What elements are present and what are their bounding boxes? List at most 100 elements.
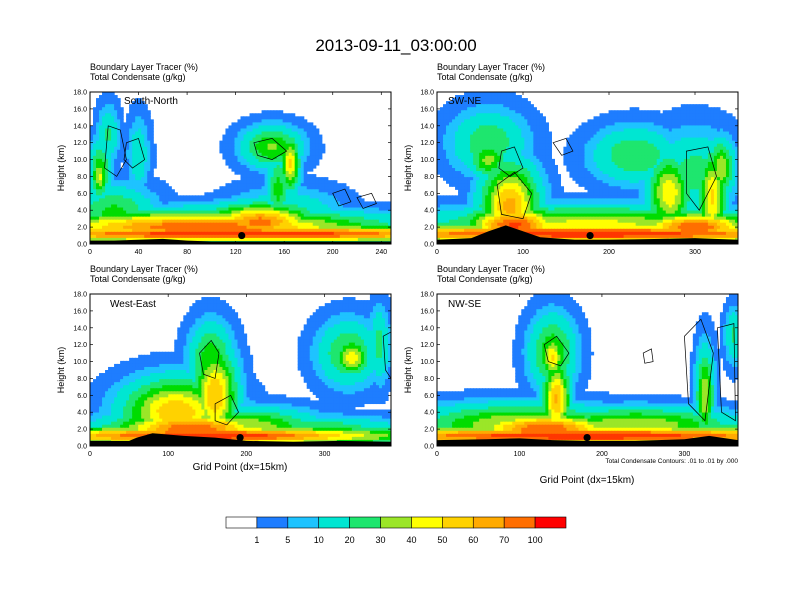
tracer-cell bbox=[680, 161, 685, 166]
tracer-cell bbox=[318, 180, 323, 184]
tracer-cell bbox=[237, 198, 242, 203]
tracer-cell bbox=[333, 192, 338, 196]
tracer-cell bbox=[177, 216, 181, 221]
tracer-cell bbox=[339, 222, 344, 227]
tracer-cell bbox=[306, 228, 311, 233]
tracer-cell bbox=[381, 210, 386, 215]
tracer-cell bbox=[590, 137, 595, 142]
tracer-cell bbox=[267, 198, 272, 203]
tracer-cell bbox=[677, 158, 682, 163]
tracer-cell bbox=[722, 125, 727, 130]
tracer-cell bbox=[354, 231, 359, 236]
tracer-cell bbox=[515, 113, 519, 117]
tracer-cell bbox=[180, 210, 184, 215]
tracer-cell bbox=[288, 210, 293, 215]
tracer-cell bbox=[117, 192, 121, 196]
tracer-cell bbox=[464, 140, 468, 145]
tracer-cell bbox=[455, 128, 459, 133]
tracer-cell bbox=[297, 149, 302, 154]
tracer-cell bbox=[180, 237, 184, 242]
tracer-cell bbox=[99, 168, 103, 172]
tracer-cell bbox=[288, 125, 293, 130]
tracer-cell bbox=[381, 228, 386, 233]
tracer-cell bbox=[647, 155, 652, 160]
tracer-cell bbox=[246, 143, 251, 148]
tracer-cell bbox=[641, 158, 646, 163]
tracer-cell bbox=[126, 195, 130, 199]
tracer-cell bbox=[294, 207, 299, 212]
tracer-cell bbox=[719, 140, 724, 145]
tracer-cell bbox=[267, 186, 272, 190]
tracer-cell bbox=[324, 192, 329, 196]
tracer-cell bbox=[731, 143, 736, 148]
tracer-cell bbox=[653, 128, 658, 133]
tracer-cell bbox=[285, 210, 290, 215]
tracer-cell bbox=[147, 186, 151, 190]
tracer-cell bbox=[446, 113, 450, 117]
tracer-cell bbox=[270, 140, 275, 145]
tracer-cell bbox=[318, 228, 323, 233]
tracer-cell bbox=[665, 110, 670, 114]
tracer-cell bbox=[641, 161, 646, 166]
tracer-cell bbox=[114, 128, 118, 133]
tracer-cell bbox=[470, 161, 474, 166]
tracer-cell bbox=[378, 234, 383, 239]
tracer-cell bbox=[464, 137, 468, 142]
tracer-cell bbox=[201, 237, 205, 242]
tracer-cell bbox=[476, 128, 480, 133]
tracer-cell bbox=[518, 110, 522, 114]
tracer-cell bbox=[303, 125, 308, 130]
tracer-cell bbox=[590, 161, 595, 166]
tracer-cell bbox=[650, 125, 655, 130]
tracer-cell bbox=[258, 131, 263, 136]
tracer-cell bbox=[530, 152, 534, 157]
tracer-cell bbox=[467, 152, 471, 157]
tracer-cell bbox=[330, 195, 335, 199]
tracer-cell bbox=[108, 92, 112, 96]
tracer-cell bbox=[96, 225, 100, 230]
tracer-cell bbox=[288, 237, 293, 242]
tracer-cell bbox=[312, 219, 317, 224]
tracer-cell bbox=[180, 213, 184, 218]
tracer-cell bbox=[563, 155, 568, 160]
tracer-cell bbox=[452, 134, 456, 139]
tracer-cell bbox=[255, 204, 260, 209]
tracer-cell bbox=[536, 140, 540, 145]
tracer-cell bbox=[303, 231, 308, 236]
tracer-cell bbox=[524, 146, 528, 151]
tracer-cell bbox=[201, 219, 205, 224]
tracer-cell bbox=[372, 228, 377, 233]
tracer-cell bbox=[240, 198, 245, 203]
tracer-cell bbox=[734, 143, 738, 148]
tracer-cell bbox=[488, 125, 492, 130]
tracer-cell bbox=[234, 225, 239, 230]
tracer-cell bbox=[99, 131, 103, 136]
tracer-cell bbox=[108, 98, 112, 102]
tracer-cell bbox=[671, 137, 676, 142]
tracer-cell bbox=[117, 116, 121, 120]
tracer-cell bbox=[303, 122, 308, 127]
tracer-cell bbox=[497, 137, 501, 142]
tracer-cell bbox=[198, 222, 202, 227]
tracer-cell bbox=[255, 180, 260, 184]
tracer-cell bbox=[309, 155, 314, 160]
tracer-cell bbox=[446, 149, 450, 154]
tracer-cell bbox=[273, 161, 278, 166]
tracer-cell bbox=[509, 155, 513, 160]
tracer-cell bbox=[291, 189, 296, 193]
tracer-cell bbox=[306, 149, 311, 154]
tracer-cell bbox=[159, 210, 163, 215]
tracer-cell bbox=[93, 204, 97, 209]
tracer-cell bbox=[117, 128, 121, 133]
tracer-cell bbox=[216, 204, 221, 209]
tracer-cell bbox=[93, 155, 97, 160]
tracer-cell bbox=[500, 107, 504, 111]
tracer-cell bbox=[348, 225, 353, 230]
tracer-cell bbox=[506, 152, 510, 157]
tracer-cell bbox=[267, 143, 272, 148]
tracer-cell bbox=[491, 155, 495, 160]
tracer-cell bbox=[605, 131, 610, 136]
tracer-cell bbox=[279, 158, 284, 163]
tracer-cell bbox=[452, 143, 456, 148]
tracer-cell bbox=[267, 228, 272, 233]
